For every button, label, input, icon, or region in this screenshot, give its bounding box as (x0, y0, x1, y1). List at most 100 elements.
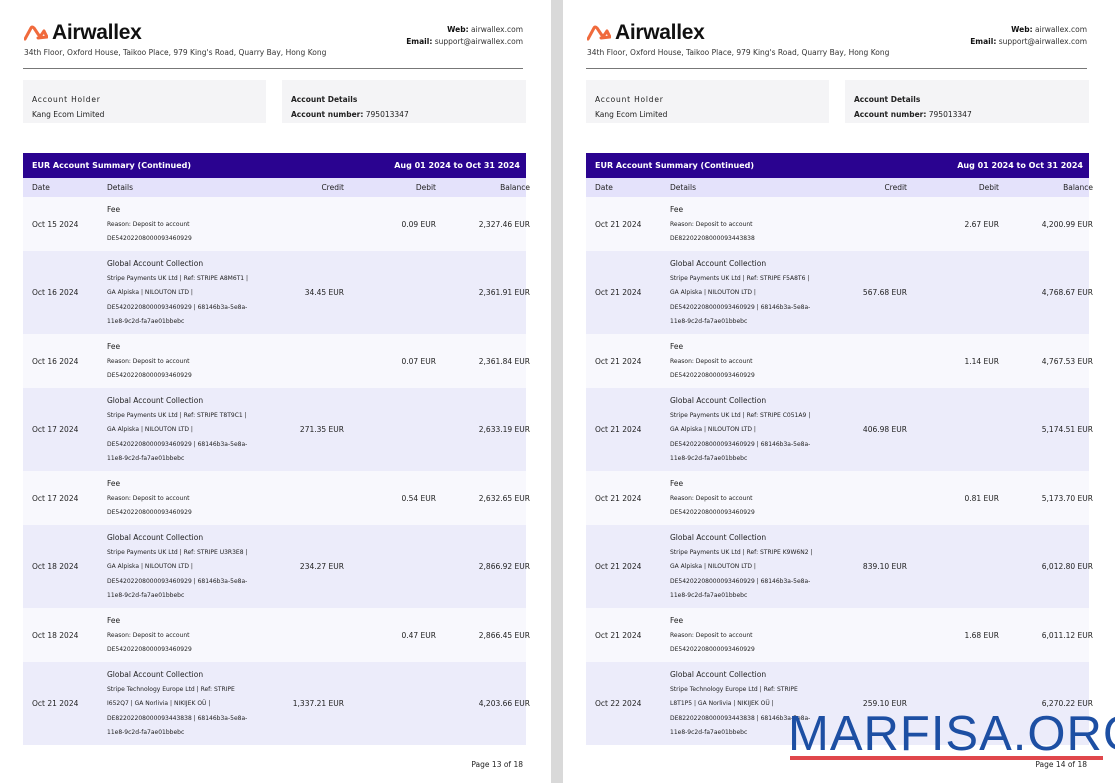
row-title: Global Account Collection (670, 258, 767, 268)
row-title: Global Account Collection (670, 395, 767, 405)
header-divider (586, 68, 1087, 69)
row-balance: 2,632.65 EUR (478, 493, 530, 503)
web-label: Web: (1011, 25, 1033, 34)
row-date: Oct 22 2024 (595, 699, 642, 708)
row-details: Global Account Collection Stripe Technolo… (107, 667, 257, 741)
row-date: Oct 21 2024 (595, 562, 642, 571)
detail-line: DE54202208000093460929 | 68146b3a-5e8a- (107, 303, 248, 311)
row-title: Global Account Collection (670, 532, 767, 542)
detail-line: 11e8-9c2d-fa7ae01bbebc (107, 318, 185, 325)
detail-line: DE82202208000093443838 (670, 235, 755, 242)
contact-info: Web: airwallex.com Email: support@airwal… (970, 24, 1087, 48)
row-balance: 2,866.45 EUR (478, 630, 530, 640)
row-details: Fee Reason: Deposit to account DE542022080… (670, 613, 820, 658)
account-number: 795013347 (365, 110, 409, 119)
row-details: Fee Reason: Deposit to account DE542022080… (107, 613, 257, 658)
table-row: Oct 18 2024 Fee Reason: Deposit to account… (23, 608, 530, 662)
row-date: Oct 21 2024 (595, 425, 642, 434)
detail-line: 11e8-9c2d-fa7ae01bbebc (107, 455, 185, 462)
row-date: Oct 21 2024 (595, 493, 642, 503)
row-debit: 0.54 EUR (401, 493, 436, 503)
table-title: EUR Account Summary (Continued) (595, 161, 755, 170)
statement-page-13: Airwallex 34th Floor, Oxford House, Taik… (0, 0, 551, 783)
web-link[interactable]: airwallex.com (1035, 25, 1087, 34)
detail-line: Reason: Deposit to account (670, 220, 753, 228)
detail-line: Stripe Payments UK Ltd | Ref: STRIPE K9W… (670, 548, 813, 556)
row-debit: 1.68 EUR (964, 630, 999, 640)
web-link[interactable]: airwallex.com (471, 25, 523, 34)
row-balance: 2,361.91 EUR (478, 288, 530, 297)
row-debit: 0.07 EUR (401, 356, 436, 366)
statement-period: Aug 01 2024 to Oct 31 2024 (394, 161, 520, 170)
row-balance: 6,012.80 EUR (1041, 562, 1093, 571)
table-row: Oct 21 2024 Global Account Collection Stri… (586, 388, 1093, 471)
row-credit: 234.27 EUR (299, 562, 344, 571)
account-number: 795013347 (928, 110, 972, 119)
account-details-label: Account Details (854, 95, 921, 104)
detail-line: DE54202208000093460929 (107, 509, 192, 516)
watermark: MARFISA.ORG (788, 707, 1115, 761)
row-details: Global Account Collection Stripe Technolo… (670, 667, 820, 741)
col-debit: Debit (978, 183, 999, 192)
row-title: Fee (670, 478, 684, 488)
account-number-label: Account number: (854, 110, 927, 119)
row-details: Fee Reason: Deposit to account DE542022080… (107, 339, 257, 384)
detail-line: DE54202208000093460929 | 68146b3a-5e8a- (670, 440, 811, 448)
row-title: Fee (107, 341, 121, 351)
row-credit: 406.98 EUR (862, 425, 907, 434)
transactions-table: EUR Account Summary (Continued) Aug 01 2… (23, 153, 530, 745)
col-credit: Credit (884, 183, 907, 192)
row-credit: 567.68 EUR (862, 288, 907, 297)
row-date: Oct 21 2024 (32, 699, 79, 708)
account-holder-label: Account Holder (32, 95, 101, 104)
table-row: Oct 18 2024 Global Account Collection Stri… (23, 525, 530, 608)
col-details: Details (107, 183, 134, 192)
contact-info: Web: airwallex.com Email: support@airwal… (406, 24, 523, 48)
account-details-box: Account Details Account number: 79501334… (845, 80, 1089, 123)
airwallex-logo-icon (587, 25, 611, 41)
detail-line: Reason: Deposit to account (670, 631, 753, 639)
row-title: Fee (670, 615, 684, 625)
detail-line: GA Alpiska | NILOUTON LTD | (107, 563, 193, 570)
detail-line: DE54202208000093460929 | 68146b3a-5e8a- (107, 440, 248, 448)
account-holder-label: Account Holder (595, 95, 664, 104)
email-link[interactable]: support@airwallex.com (434, 37, 523, 46)
table-body: Oct 21 2024 Fee Reason: Deposit to account… (586, 197, 1093, 745)
detail-line: Reason: Deposit to account (670, 494, 753, 502)
row-date: Oct 18 2024 (32, 562, 79, 571)
email-link[interactable]: support@airwallex.com (998, 37, 1087, 46)
airwallex-logo: Airwallex (24, 21, 142, 45)
row-balance: 6,011.12 EUR (1041, 630, 1093, 640)
account-holder-box: Account Holder Kang Ecom Limited (23, 80, 266, 123)
detail-line: Reason: Deposit to account (107, 220, 190, 228)
account-holder-name: Kang Ecom Limited (32, 110, 105, 119)
detail-line: DE54202208000093460929 | 68146b3a-5e8a- (670, 303, 811, 311)
table-row: Oct 21 2024 Global Account Collection Stri… (586, 525, 1093, 608)
airwallex-logo-icon (24, 25, 48, 41)
account-holder-name: Kang Ecom Limited (595, 110, 668, 119)
detail-line: 11e8-9c2d-fa7ae01bbebc (670, 455, 748, 462)
table-row: Oct 15 2024 Fee Reason: Deposit to account… (23, 197, 530, 251)
table-row: Oct 21 2024 Global Account Collection Stri… (23, 662, 530, 745)
row-details: Fee Reason: Deposit to account DE542022080… (107, 202, 257, 247)
row-details: Global Account Collection Stripe Payments… (107, 530, 257, 604)
table-row: Oct 16 2024 Fee Reason: Deposit to account… (23, 334, 530, 388)
table-row: Oct 17 2024 Global Account Collection Stri… (23, 388, 530, 471)
web-label: Web: (447, 25, 469, 34)
detail-line: DE54202208000093460929 (670, 372, 755, 379)
row-balance: 4,768.67 EUR (1041, 288, 1093, 297)
row-title: Global Account Collection (107, 669, 204, 679)
row-title: Fee (107, 204, 121, 214)
detail-line: Reason: Deposit to account (670, 357, 753, 365)
detail-line: Stripe Payments UK Ltd | Ref: STRIPE F5A… (670, 274, 810, 282)
table-title-bar: EUR Account Summary (Continued) Aug 01 2… (23, 153, 526, 178)
row-title: Global Account Collection (670, 669, 767, 679)
watermark-underline (790, 756, 1103, 760)
col-debit: Debit (415, 183, 436, 192)
row-credit: 259.10 EUR (862, 699, 907, 708)
transactions-table: EUR Account Summary (Continued) Aug 01 2… (586, 153, 1093, 745)
detail-line: GA Alpiska | NILOUTON LTD | (107, 289, 193, 296)
detail-line: DE54202208000093460929 (107, 372, 192, 379)
table-title: EUR Account Summary (Continued) (32, 161, 192, 170)
row-details: Fee Reason: Deposit to account DE542022080… (670, 476, 820, 521)
